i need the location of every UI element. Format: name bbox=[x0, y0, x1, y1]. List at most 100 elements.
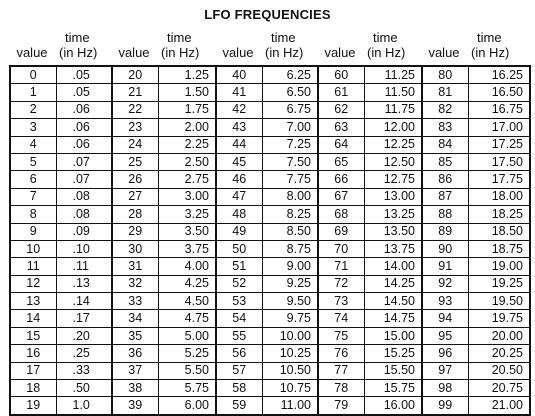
time-cell: 9.75 bbox=[261, 309, 318, 328]
time-cell: 16.00 bbox=[363, 396, 422, 416]
time-cell: 4.75 bbox=[157, 309, 216, 328]
header-line1: time bbox=[271, 30, 296, 45]
value-cell: 56 bbox=[215, 344, 262, 363]
time-cell: 10.75 bbox=[261, 379, 318, 398]
table-row: 16.25 36 5.25 56 10.25 76 15.25 96 20.25 bbox=[9, 344, 530, 363]
time-cell: 10.50 bbox=[261, 361, 318, 381]
value-cell: 35 bbox=[111, 326, 158, 346]
time-cell: 10.00 bbox=[261, 326, 318, 346]
value-cell: 75 bbox=[317, 326, 364, 346]
time-cell: .11 bbox=[55, 257, 112, 276]
table-row: 17.33 37 5.50 57 10.50 77 15.50 97 20.50 bbox=[9, 361, 530, 381]
value-cell: 31 bbox=[111, 257, 158, 276]
value-cell: 51 bbox=[215, 257, 262, 276]
time-cell: 5.75 bbox=[157, 379, 216, 398]
time-cell: 11.75 bbox=[363, 100, 422, 120]
lfo-frequency-table: 0.05 20 1.25 40 6.25 60 11.25 80 16.25 1.05 21 1.50… bbox=[9, 65, 531, 416]
time-cell: .07 bbox=[55, 152, 112, 172]
header-line2: value bbox=[118, 45, 150, 60]
time-cell: 17.75 bbox=[467, 170, 530, 189]
time-cell: 3.75 bbox=[157, 239, 216, 259]
time-cell: 15.50 bbox=[363, 361, 422, 381]
value-cell: 95 bbox=[421, 326, 468, 346]
value-cell: 98 bbox=[421, 379, 468, 398]
value-cell: 62 bbox=[317, 100, 364, 120]
time-cell: 16.25 bbox=[467, 65, 530, 85]
header-time-1: time (in Hz) bbox=[157, 28, 215, 64]
value-cell: 46 bbox=[215, 170, 262, 189]
value-cell: 5 bbox=[9, 152, 56, 172]
value-cell: 44 bbox=[215, 135, 262, 154]
time-cell: .20 bbox=[55, 326, 112, 346]
time-cell: 19.75 bbox=[467, 309, 530, 328]
time-cell: 1.0 bbox=[55, 396, 112, 416]
time-cell: 14.50 bbox=[363, 292, 422, 311]
time-cell: 6.75 bbox=[261, 100, 318, 120]
table-row: 1.05 21 1.50 41 6.50 61 11.50 81 16.50 bbox=[9, 83, 530, 102]
time-cell: .06 bbox=[55, 118, 112, 137]
time-cell: 12.00 bbox=[363, 118, 422, 137]
value-cell: 99 bbox=[421, 396, 468, 416]
value-cell: 82 bbox=[421, 100, 468, 120]
value-cell: 72 bbox=[317, 274, 364, 294]
value-cell: 84 bbox=[421, 135, 468, 154]
time-cell: .05 bbox=[55, 83, 112, 102]
header-line2: (in Hz) bbox=[471, 45, 510, 60]
value-cell: 18 bbox=[9, 379, 56, 398]
time-cell: 6.00 bbox=[157, 396, 216, 416]
column-headers: value time (in Hz) value time (in Hz) value tim… bbox=[9, 28, 529, 64]
value-cell: 25 bbox=[111, 152, 158, 172]
header-time-0: time (in Hz) bbox=[55, 28, 111, 64]
value-cell: 10 bbox=[9, 239, 56, 259]
table-row: 10.10 30 3.75 50 8.75 70 13.75 90 18.75 bbox=[9, 239, 530, 259]
value-cell: 14 bbox=[9, 309, 56, 328]
value-cell: 85 bbox=[421, 152, 468, 172]
value-cell: 13 bbox=[9, 292, 56, 311]
time-cell: 18.50 bbox=[467, 222, 530, 241]
value-cell: 8 bbox=[9, 205, 56, 224]
value-cell: 97 bbox=[421, 361, 468, 381]
time-cell: 5.25 bbox=[157, 344, 216, 363]
header-line2: value bbox=[222, 45, 254, 60]
table-row: 4.06 24 2.25 44 7.25 64 12.25 84 17.25 bbox=[9, 135, 530, 154]
value-cell: 20 bbox=[111, 65, 158, 85]
value-cell: 2 bbox=[9, 100, 56, 120]
value-cell: 33 bbox=[111, 292, 158, 311]
time-cell: 20.75 bbox=[467, 379, 530, 398]
value-cell: 80 bbox=[421, 65, 468, 85]
value-cell: 54 bbox=[215, 309, 262, 328]
value-cell: 57 bbox=[215, 361, 262, 381]
value-cell: 19 bbox=[9, 396, 56, 416]
table-row: 0.05 20 1.25 40 6.25 60 11.25 80 16.25 bbox=[9, 65, 530, 85]
header-value-1: value bbox=[111, 28, 157, 64]
time-cell: .08 bbox=[55, 187, 112, 207]
time-cell: 17.00 bbox=[467, 118, 530, 137]
table-row: 8.08 28 3.25 48 8.25 68 13.25 88 18.25 bbox=[9, 205, 530, 224]
value-cell: 34 bbox=[111, 309, 158, 328]
table-row: 13.14 33 4.50 53 9.50 73 14.50 93 19.50 bbox=[9, 292, 530, 311]
time-cell: .06 bbox=[55, 135, 112, 154]
value-cell: 38 bbox=[111, 379, 158, 398]
table-row: 7.08 27 3.00 47 8.00 67 13.00 87 18.00 bbox=[9, 187, 530, 207]
time-cell: .05 bbox=[55, 65, 112, 85]
time-cell: 20.00 bbox=[467, 326, 530, 346]
value-cell: 15 bbox=[9, 326, 56, 346]
time-cell: 2.00 bbox=[157, 118, 216, 137]
time-cell: 14.75 bbox=[363, 309, 422, 328]
time-cell: 2.50 bbox=[157, 152, 216, 172]
time-cell: 16.50 bbox=[467, 83, 530, 102]
header-time-4: time (in Hz) bbox=[467, 28, 529, 64]
header-value-2: value bbox=[215, 28, 261, 64]
time-cell: 7.75 bbox=[261, 170, 318, 189]
time-cell: 5.50 bbox=[157, 361, 216, 381]
value-cell: 36 bbox=[111, 344, 158, 363]
time-cell: 20.25 bbox=[467, 344, 530, 363]
value-cell: 74 bbox=[317, 309, 364, 328]
table-row: 12.13 32 4.25 52 9.25 72 14.25 92 19.25 bbox=[9, 274, 530, 294]
value-cell: 49 bbox=[215, 222, 262, 241]
value-cell: 48 bbox=[215, 205, 262, 224]
time-cell: .50 bbox=[55, 379, 112, 398]
value-cell: 61 bbox=[317, 83, 364, 102]
time-cell: 3.00 bbox=[157, 187, 216, 207]
